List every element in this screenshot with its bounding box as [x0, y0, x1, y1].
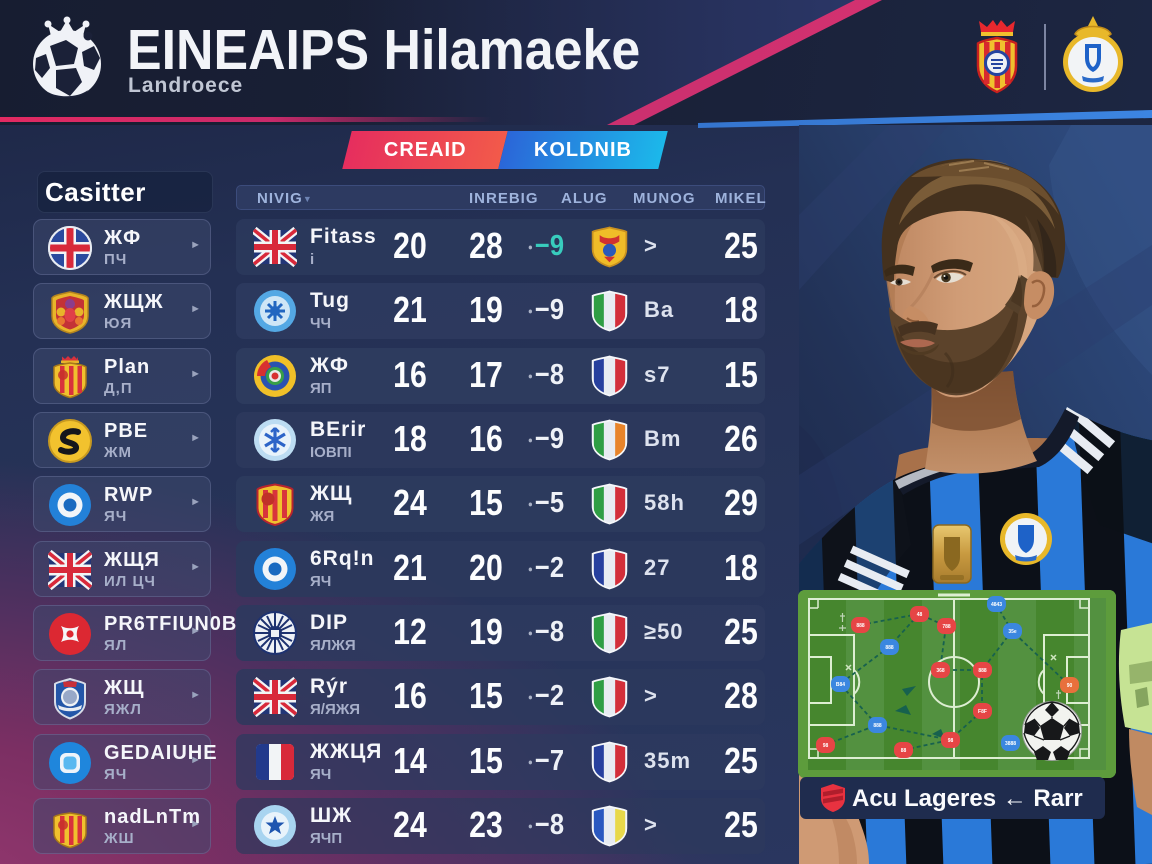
- svg-text:888: 888: [885, 645, 894, 651]
- svg-text:368: 368: [936, 668, 945, 674]
- svg-text:888: 888: [856, 623, 865, 629]
- svg-text:F8F: F8F: [978, 709, 987, 715]
- svg-text:88: 88: [901, 748, 907, 754]
- svg-text:35e: 35e: [1008, 629, 1017, 635]
- svg-text:888: 888: [978, 668, 987, 674]
- svg-text:48: 48: [917, 612, 923, 618]
- svg-text:3888: 3888: [1005, 741, 1016, 747]
- svg-text:90: 90: [1067, 683, 1073, 689]
- svg-text:98: 98: [823, 743, 829, 749]
- svg-text:4843: 4843: [991, 602, 1002, 608]
- svg-text:98: 98: [948, 738, 954, 744]
- svg-text:B84: B84: [836, 682, 845, 688]
- svg-text:888: 888: [873, 723, 882, 729]
- svg-text:788: 788: [942, 624, 951, 630]
